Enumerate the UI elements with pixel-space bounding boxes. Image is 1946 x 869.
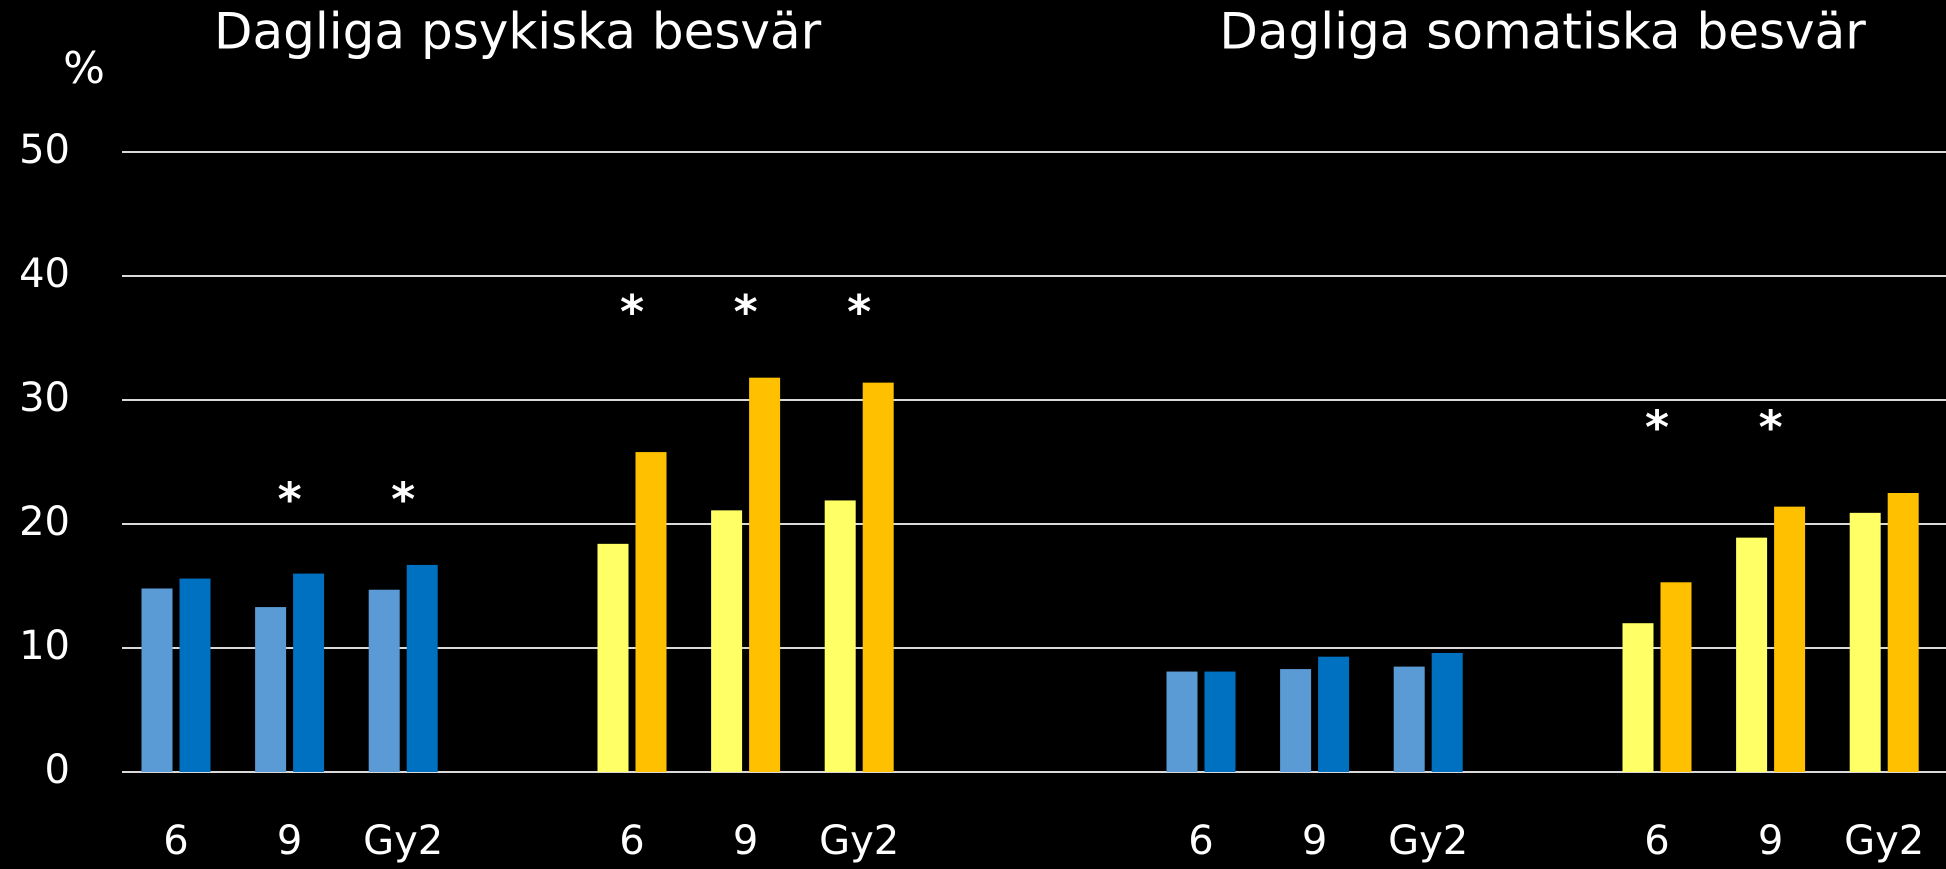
- bar: [293, 573, 325, 772]
- bar: [1204, 671, 1236, 772]
- bar: [824, 500, 856, 772]
- bar: [1736, 537, 1768, 772]
- significance-marker: *: [1759, 401, 1783, 455]
- significance-marker: *: [734, 285, 758, 339]
- significance-marker: *: [1645, 401, 1669, 455]
- x-tick-label: Gy2: [1844, 818, 1924, 864]
- bar: [1660, 582, 1692, 772]
- significance-marker: *: [847, 285, 871, 339]
- bar: [749, 377, 781, 772]
- bar: [862, 382, 894, 772]
- bar: [255, 607, 287, 772]
- x-tick-label: 6: [1644, 818, 1669, 864]
- y-tick-label: 20: [19, 499, 70, 545]
- x-tick-label: 6: [619, 818, 644, 864]
- panel-title: Dagliga somatiska besvär: [1219, 3, 1866, 61]
- bar: [635, 452, 667, 772]
- bar: [1318, 656, 1350, 772]
- bar: [1431, 652, 1463, 772]
- bar: [1622, 623, 1654, 772]
- x-tick-label: 9: [277, 818, 302, 864]
- significance-marker: *: [391, 472, 415, 526]
- bar: [1166, 671, 1198, 772]
- bar: [1280, 669, 1312, 772]
- x-tick-label: 6: [163, 818, 188, 864]
- bar: [1887, 493, 1919, 772]
- x-tick-label: 9: [1758, 818, 1783, 864]
- x-tick-label: Gy2: [1388, 818, 1468, 864]
- significance-marker: *: [278, 472, 302, 526]
- bar: [179, 578, 211, 772]
- x-tick-label: 6: [1188, 818, 1213, 864]
- bar: [141, 588, 173, 772]
- x-tick-label: 9: [733, 818, 758, 864]
- x-tick-label: 9: [1302, 818, 1327, 864]
- x-tick-label: Gy2: [819, 818, 899, 864]
- bar: [711, 510, 743, 772]
- y-tick-label: 40: [19, 251, 70, 297]
- significance-marker: *: [620, 285, 644, 339]
- bar: [368, 589, 400, 772]
- y-tick-label: 30: [19, 375, 70, 421]
- panel-title: Dagliga psykiska besvär: [214, 3, 822, 61]
- bar: [1849, 512, 1881, 772]
- x-tick-label: Gy2: [363, 818, 443, 864]
- y-tick-label: 50: [19, 127, 70, 173]
- bar: [406, 564, 438, 772]
- y-tick-label: 0: [45, 747, 70, 793]
- bar: [1393, 666, 1425, 772]
- bar: [597, 543, 629, 772]
- y-axis-label: %: [63, 43, 105, 94]
- y-tick-label: 10: [19, 623, 70, 669]
- bar: [1774, 506, 1806, 772]
